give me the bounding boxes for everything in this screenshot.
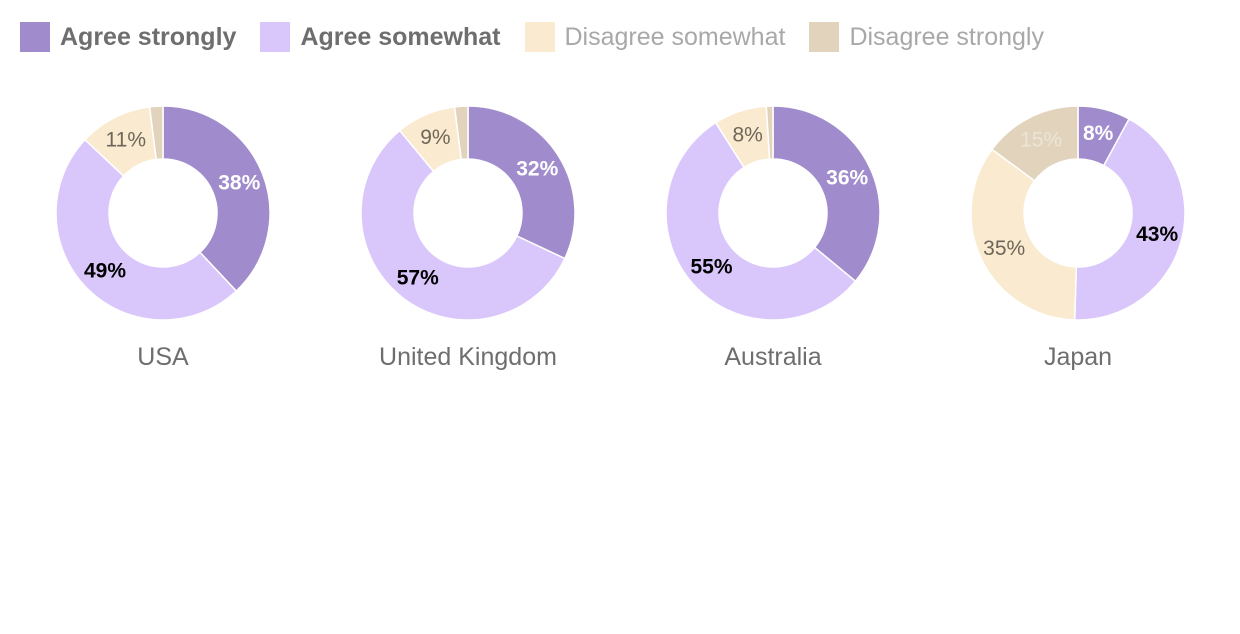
legend-label-agree-somewhat: Agree somewhat (300, 23, 501, 51)
data-label-united-kingdom-agree-somewhat: 57% (397, 266, 439, 289)
data-label-japan-disagree-strongly: 15% (1020, 128, 1062, 151)
slice-usa-agree-somewhat[interactable] (55, 138, 238, 321)
data-label-usa-agree-somewhat: 49% (84, 259, 126, 282)
data-label-japan-disagree-somewhat: 35% (983, 237, 1025, 260)
legend-swatch-disagree-strongly (809, 22, 840, 52)
donut-australia: 36% 55% 8% Australia (665, 105, 881, 371)
donut-united-kingdom: 32% 57% 9% United Kingdom (360, 105, 576, 371)
legend: Agree strongly Agree somewhat Disagree s… (20, 22, 1068, 52)
data-label-united-kingdom-agree-strongly: 32% (516, 158, 558, 181)
donut-usa: 38% 49% 11% USA (55, 105, 271, 371)
legend-label-disagree-somewhat: Disagree somewhat (564, 23, 786, 51)
legend-label-disagree-strongly: Disagree strongly (849, 23, 1044, 51)
legend-swatch-disagree-somewhat (524, 22, 555, 52)
legend-item-disagree-strongly[interactable]: Disagree strongly (809, 22, 1044, 52)
slice-japan-disagree-strongly[interactable] (990, 105, 1079, 182)
legend-swatch-agree-somewhat (260, 22, 291, 52)
legend-item-agree-strongly[interactable]: Agree strongly (20, 22, 236, 52)
slice-australia-agree-strongly[interactable] (772, 105, 881, 283)
slice-usa-disagree-strongly[interactable] (148, 105, 164, 161)
chart-label-usa: USA (137, 343, 189, 371)
chart-label-united-kingdom: United Kingdom (379, 343, 557, 371)
data-label-usa-disagree-somewhat: 11% (106, 128, 146, 151)
slice-japan-agree-somewhat[interactable] (1073, 117, 1186, 321)
data-label-japan-agree-somewhat: 43% (1136, 223, 1178, 246)
legend-item-agree-somewhat[interactable]: Agree somewhat (260, 22, 501, 52)
slice-united-kingdom-agree-somewhat[interactable] (360, 129, 566, 321)
slice-japan-disagree-somewhat[interactable] (970, 148, 1078, 321)
legend-item-disagree-somewhat[interactable]: Disagree somewhat (524, 22, 786, 52)
slice-united-kingdom-disagree-strongly[interactable] (453, 105, 469, 161)
slice-united-kingdom-agree-strongly[interactable] (467, 105, 576, 260)
slice-usa-agree-strongly[interactable] (162, 105, 271, 293)
data-label-japan-agree-strongly: 8% (1083, 122, 1114, 145)
chart-label-australia: Australia (724, 343, 821, 371)
data-label-united-kingdom-disagree-somewhat: 9% (420, 126, 450, 149)
slice-australia-disagree-strongly[interactable] (765, 105, 774, 160)
data-label-australia-agree-somewhat: 55% (690, 256, 732, 279)
data-label-australia-agree-strongly: 36% (826, 167, 868, 190)
data-label-usa-agree-strongly: 38% (218, 171, 260, 194)
donut-japan: 8% 43% 35% 15% Japan (970, 105, 1186, 371)
legend-swatch-agree-strongly (20, 22, 50, 52)
slice-australia-agree-somewhat[interactable] (665, 121, 857, 321)
legend-label-agree-strongly: Agree strongly (60, 23, 237, 51)
data-label-australia-disagree-somewhat: 8% (732, 124, 762, 147)
chart-label-japan: Japan (1044, 343, 1112, 371)
